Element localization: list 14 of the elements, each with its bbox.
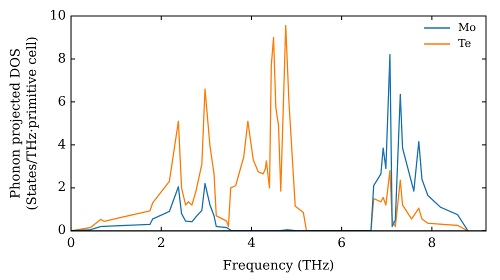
y-tick-label: 6 <box>58 94 66 110</box>
y-tick-label: 2 <box>58 180 66 196</box>
y-tick-label: 4 <box>58 137 66 152</box>
x-tick-label: 4 <box>247 236 256 251</box>
legend-label: Te <box>458 36 472 50</box>
x-axis-title: Frequency (THz) <box>222 258 334 274</box>
y-tick-label: 0 <box>58 223 66 238</box>
legend-label: Mo <box>458 20 476 34</box>
x-tick-label: 8 <box>428 236 436 251</box>
x-tick-label: 2 <box>157 236 166 251</box>
y-axis-title: Phonon projected DOS (States/THz·primitive cell) <box>8 36 40 210</box>
x-tick-label: 6 <box>338 236 346 251</box>
y-tick-label: 10 <box>49 8 66 24</box>
y-tick-label: 8 <box>58 51 66 66</box>
